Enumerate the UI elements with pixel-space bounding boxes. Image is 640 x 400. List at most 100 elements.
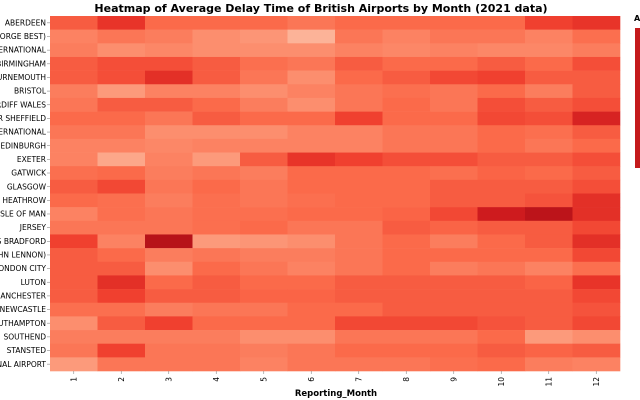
- heatmap-cell: [382, 179, 431, 194]
- heatmap-cell: [572, 316, 621, 331]
- heatmap-cell: [240, 29, 288, 44]
- heatmap-cell: [572, 330, 621, 344]
- heatmap-cell: [382, 29, 431, 44]
- heatmap-cell: [335, 56, 383, 71]
- heatmap-cell: [430, 343, 478, 358]
- heatmap-cell: [572, 248, 621, 263]
- heatmap-cell: [240, 125, 288, 140]
- x-tick-label: 7: [354, 377, 363, 382]
- heatmap-cell: [97, 84, 146, 99]
- heatmap-cell: [50, 234, 98, 249]
- heatmap-cell: [97, 179, 146, 194]
- heatmap-cell: [572, 234, 621, 249]
- y-tick-label: LUTON: [21, 278, 46, 287]
- heatmap-cell: [192, 152, 241, 167]
- heatmap-cell: [287, 220, 336, 235]
- heatmap-cell: [145, 275, 193, 290]
- x-tick-label: 9: [449, 377, 458, 382]
- x-tick-label: 3: [164, 377, 173, 382]
- heatmap-cell: [287, 138, 336, 153]
- heatmap-cell: [97, 234, 146, 249]
- heatmap-cell: [382, 330, 431, 344]
- heatmap-cell: [335, 343, 383, 358]
- heatmap-cell: [145, 316, 193, 331]
- heatmap-cell: [287, 97, 336, 112]
- heatmap-cell: [335, 138, 383, 153]
- heatmap-cell: [382, 275, 431, 290]
- y-tick-label: ONAL AIRPORT: [0, 360, 46, 369]
- heatmap-cell: [192, 84, 241, 99]
- legend-colorbar: [635, 28, 640, 168]
- heatmap-cell: [477, 357, 526, 372]
- heatmap-cell: [430, 84, 478, 99]
- heatmap-cell: [97, 125, 146, 140]
- heatmap-cell: [477, 234, 526, 249]
- heatmap-cell: [287, 343, 336, 358]
- heatmap-cell: [97, 248, 146, 263]
- heatmap-cell: [477, 166, 526, 181]
- heatmap-cell: [525, 43, 573, 58]
- heatmap-cell: [430, 70, 478, 85]
- heatmap-cell: [287, 111, 336, 126]
- heatmap-cell: [287, 234, 336, 249]
- heatmap-cell: [97, 70, 146, 85]
- heatmap-cell: [145, 330, 193, 344]
- heatmap-cell: [382, 289, 431, 304]
- heatmap-cell: [287, 248, 336, 263]
- heatmap-cell: [477, 125, 526, 140]
- heatmap-cell: [97, 193, 146, 208]
- heatmap-cell: [192, 302, 241, 317]
- heatmap-cell: [572, 84, 621, 99]
- legend-title: A: [634, 14, 640, 23]
- heatmap-cell: [287, 70, 336, 85]
- heatmap-cell: [572, 275, 621, 290]
- heatmap-cell: [335, 111, 383, 126]
- heatmap-cell: [240, 207, 288, 222]
- x-tick-label: 6: [307, 377, 316, 382]
- heatmap-cell: [192, 16, 241, 30]
- heatmap-cell: [287, 275, 336, 290]
- heatmap-cell: [335, 302, 383, 317]
- y-tick-label: HN LENNON): [0, 251, 46, 260]
- heatmap-cell: [50, 330, 98, 344]
- heatmap-cell: [287, 179, 336, 194]
- heatmap-cell: [97, 289, 146, 304]
- heatmap-cell: [50, 56, 98, 71]
- y-axis-ticks: ABERDEEN GEORGE BEST) ERNATIONAL BIRMINGHAM…: [0, 18, 50, 369]
- heatmap-cell: [192, 70, 241, 85]
- heatmap-cell: [192, 43, 241, 58]
- heatmap-cell: [430, 43, 478, 58]
- heatmap-cell: [192, 343, 241, 358]
- y-tick-label: GEORGE BEST): [0, 32, 46, 41]
- heatmap-cell: [525, 179, 573, 194]
- x-tick-label: 10: [497, 377, 506, 387]
- heatmap-cell: [525, 56, 573, 71]
- heatmap-cell: [525, 111, 573, 126]
- heatmap-cell: [572, 111, 621, 126]
- heatmap-cell: [572, 343, 621, 358]
- heatmap-cell: [97, 16, 146, 30]
- y-tick-label: JERSEY: [19, 223, 47, 232]
- heatmap-cell: [192, 138, 241, 153]
- heatmap-cell: [50, 125, 98, 140]
- heatmap-cell: [97, 43, 146, 58]
- heatmap-cell: [97, 302, 146, 317]
- heatmap-cell: [192, 220, 241, 235]
- heatmap-cell: [525, 248, 573, 263]
- heatmap-cell: [477, 261, 526, 276]
- heatmap-cell: [382, 220, 431, 235]
- heatmap-cell: [97, 166, 146, 181]
- heatmap-cell: [335, 316, 383, 331]
- x-tick-label: 4: [212, 377, 221, 382]
- heatmap-cell: [50, 220, 98, 235]
- heatmap-cell: [430, 302, 478, 317]
- heatmap-cell: [525, 289, 573, 304]
- heatmap-cell: [335, 43, 383, 58]
- heatmap-cell: [430, 138, 478, 153]
- heatmap-cell: [335, 29, 383, 44]
- heatmap-cell: [525, 330, 573, 344]
- heatmap-cell: [50, 70, 98, 85]
- heatmap-cell: [335, 70, 383, 85]
- heatmap-cell: [525, 166, 573, 181]
- heatmap-cell: [572, 29, 621, 44]
